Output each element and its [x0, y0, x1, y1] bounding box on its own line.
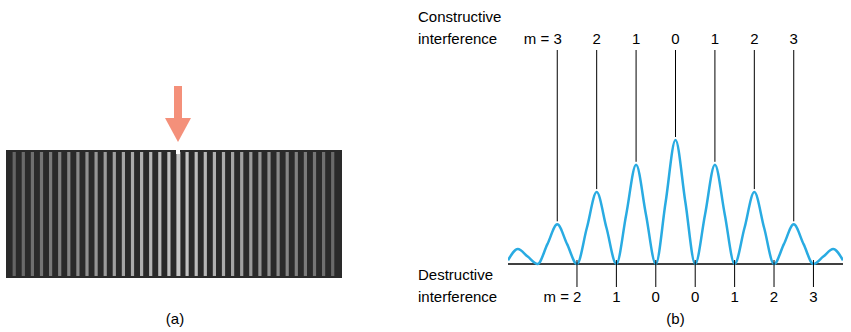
svg-text:1: 1 — [711, 30, 719, 47]
svg-text:Destructiveinterference: Destructiveinterference — [418, 266, 497, 305]
svg-text:0: 0 — [671, 30, 679, 47]
svg-text:3: 3 — [790, 30, 798, 47]
svg-text:(a): (a) — [166, 310, 184, 327]
svg-text:(b): (b) — [666, 310, 684, 327]
svg-text:3: 3 — [809, 288, 817, 305]
svg-text:1: 1 — [730, 288, 738, 305]
svg-text:2: 2 — [593, 30, 601, 47]
svg-text:2: 2 — [770, 288, 778, 305]
svg-text:1: 1 — [632, 30, 640, 47]
svg-text:0: 0 — [691, 288, 699, 305]
svg-text:1: 1 — [612, 288, 620, 305]
svg-text:0: 0 — [652, 288, 660, 305]
svg-text:2: 2 — [750, 30, 758, 47]
svg-text:m = 2: m = 2 — [544, 288, 582, 305]
svg-text:Constructiveinterference: Constructiveinterference — [418, 8, 501, 47]
svg-text:m = 3: m = 3 — [524, 30, 562, 47]
